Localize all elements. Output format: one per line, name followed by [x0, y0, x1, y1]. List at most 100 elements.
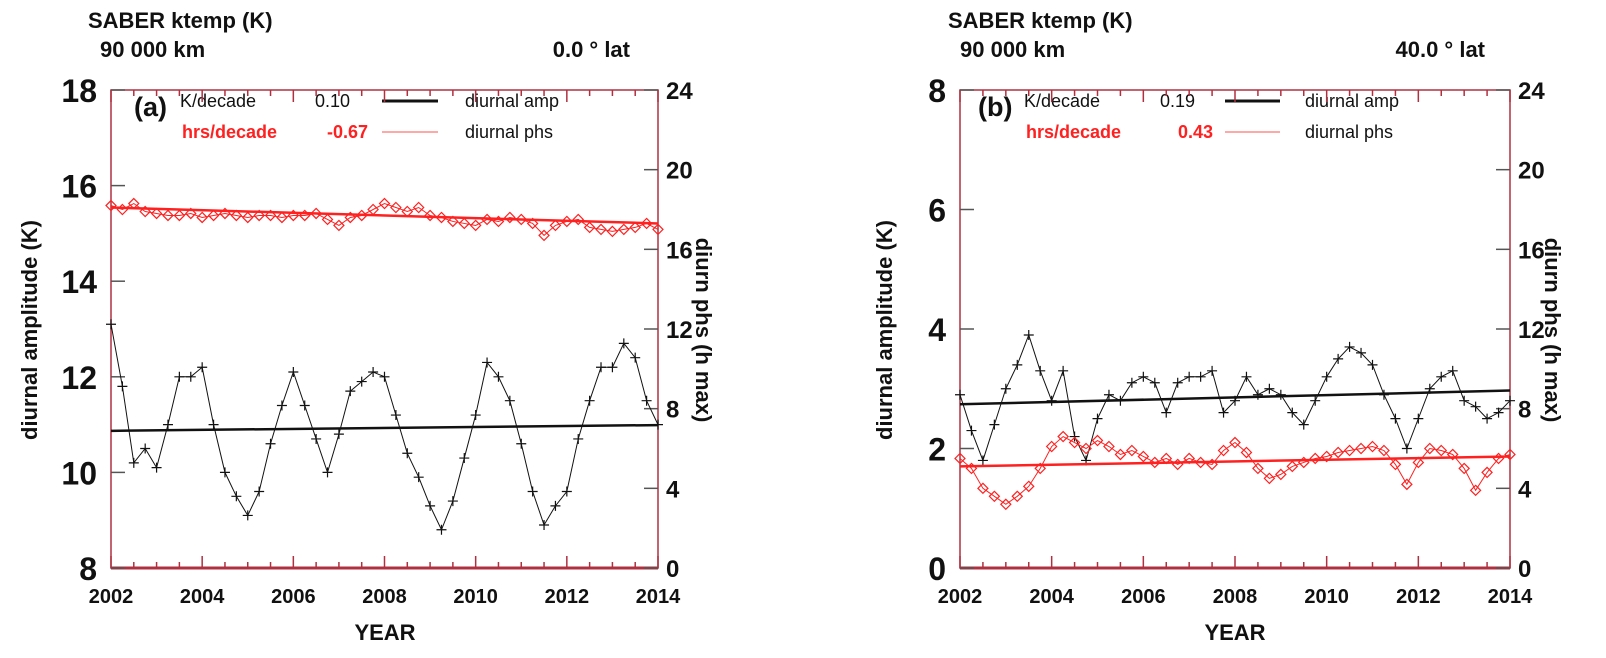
y2-tick-label: 8 [1518, 397, 1531, 424]
phs-data-point [1091, 434, 1104, 447]
amp-data-point [977, 455, 988, 466]
legend-amp-unit: K/decade [180, 91, 256, 111]
amp-data-point [333, 429, 344, 440]
amp-data-point [1390, 413, 1401, 424]
x-axis-label: YEAR [354, 620, 415, 645]
y2-tick-label: 0 [666, 556, 679, 583]
amp-data-point [197, 362, 208, 373]
phs-series-line [959, 435, 1511, 505]
legend-phs-value: 0.43 [1178, 122, 1213, 142]
y-tick-label: 6 [928, 193, 946, 229]
amp-data-point [1436, 371, 1447, 382]
amp-data-point [1012, 359, 1023, 370]
y2-tick-label: 20 [666, 158, 693, 185]
plot-frame [959, 89, 1511, 569]
amp-data-point [1069, 431, 1080, 442]
y-tick-label: 0 [928, 551, 946, 587]
amp-data-point [174, 371, 185, 382]
amp-data-point [1356, 347, 1367, 358]
amp-data-point [1493, 407, 1504, 418]
amp-data-point [1138, 371, 1149, 382]
y2-tick-label: 12 [1518, 317, 1545, 344]
phs-data-point [1401, 478, 1413, 491]
phs-data-point [458, 217, 471, 230]
amp-data-point [641, 395, 652, 406]
phs-data-point [469, 219, 482, 232]
y2-axis-label: diurn phs (h max) [1540, 238, 1565, 423]
x-tick-label: 2010 [453, 586, 498, 608]
amp-data-point [1195, 371, 1206, 382]
phs-data-point [629, 221, 642, 234]
phs-data-point [1504, 448, 1516, 461]
amp-data-point [1333, 353, 1344, 364]
phs-data-point [549, 219, 562, 232]
legend-phs-unit: hrs/decade [1026, 122, 1121, 142]
phs-data-point [1114, 448, 1127, 461]
altitude-label: 90 000 km [100, 37, 205, 62]
phs-data-point [1366, 440, 1379, 453]
x-tick-label: 2004 [180, 586, 225, 608]
x-tick-label: 2010 [1304, 586, 1349, 608]
amp-data-point [208, 419, 219, 430]
phs-data-point [424, 209, 436, 222]
amp-data-point [1275, 389, 1286, 400]
panel-label: (a) [134, 92, 167, 122]
phs-data-point [1137, 450, 1150, 463]
amp-data-point [447, 496, 458, 507]
amp-data-point [1413, 413, 1424, 424]
amp-data-point [1505, 395, 1515, 406]
amp-data-point [128, 457, 139, 468]
phs-data-point [1320, 450, 1333, 463]
chart-title: SABER ktemp (K) [948, 8, 1133, 33]
phs-data-point [1217, 444, 1230, 457]
phs-data-point [999, 498, 1012, 511]
amp-data-point [1344, 341, 1355, 352]
chart-title: SABER ktemp (K) [88, 8, 273, 33]
x-tick-label: 2014 [1488, 586, 1533, 608]
legend-amp-value: 0.19 [1160, 91, 1195, 111]
phs-data-point [526, 217, 539, 230]
amp-data-point [106, 319, 116, 330]
y2-tick-label: 24 [1518, 78, 1545, 105]
amp-data-point [1103, 389, 1114, 400]
phs-data-point [1148, 456, 1161, 469]
amp-data-point [459, 453, 470, 464]
x-tick-label: 2002 [938, 586, 983, 608]
phs-data-point [1355, 442, 1367, 455]
phs-data-point [207, 209, 220, 222]
phs-data-point [1332, 446, 1344, 459]
amp-trend-line [110, 423, 659, 433]
y2-tick-label: 8 [666, 397, 679, 424]
x-tick-label: 2008 [362, 586, 407, 608]
phs-data-point [572, 213, 585, 226]
amp-data-point [1207, 365, 1218, 376]
amp-data-point [231, 491, 242, 502]
amp-data-point [151, 462, 162, 473]
y2-tick-label: 4 [1518, 476, 1532, 503]
phs-data-point [1252, 462, 1264, 475]
phs-data-point [310, 207, 322, 220]
amp-data-point [276, 400, 287, 411]
phs-data-point [1423, 442, 1436, 455]
phs-data-point [1286, 460, 1299, 473]
x-axis-label: YEAR [1204, 620, 1265, 645]
phs-data-point [1458, 462, 1471, 475]
y-axis-label: diurnal amplitude (K) [17, 220, 42, 440]
legend-phs-label: diurnal phs [465, 122, 553, 142]
phs-data-point [1126, 444, 1138, 457]
amp-data-point [265, 438, 276, 449]
x-tick-label: 2006 [1121, 586, 1166, 608]
legend-amp-unit: K/decade [1024, 91, 1100, 111]
x-tick-label: 2014 [636, 586, 681, 608]
amp-data-point [1459, 395, 1470, 406]
phs-data-point [1435, 444, 1448, 457]
amp-data-point [1447, 365, 1458, 376]
y-tick-label: 16 [61, 169, 97, 205]
phs-data-point [412, 201, 425, 214]
phs-data-point [230, 209, 243, 222]
phs-data-point [196, 211, 209, 224]
phs-data-point [1068, 436, 1081, 449]
phs-data-point [1011, 490, 1024, 503]
phs-data-point [1080, 442, 1092, 455]
amp-data-point [470, 410, 481, 421]
